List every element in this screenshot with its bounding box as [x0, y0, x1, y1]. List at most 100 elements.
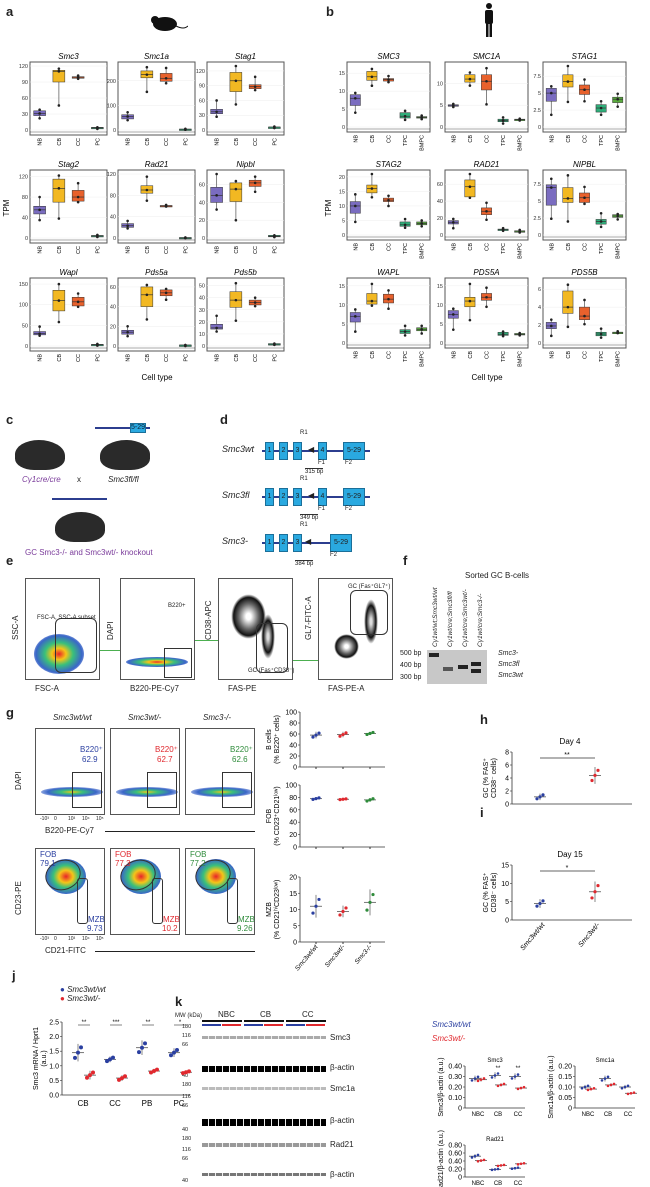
data-point	[120, 1076, 124, 1081]
y-axis-title: Rad21/β-actin (a.u.)	[438, 1130, 445, 1187]
data-point	[632, 1091, 636, 1094]
data-point	[126, 330, 129, 334]
data-point	[583, 202, 586, 206]
y-tick-label: 60	[199, 183, 205, 189]
data-point	[126, 219, 129, 223]
exon-box: 3	[293, 442, 302, 460]
data-point	[583, 314, 586, 318]
subplot-title: Nipbl	[236, 160, 254, 169]
data-point	[145, 199, 149, 202]
data-point	[152, 1069, 156, 1074]
data-point	[354, 315, 357, 318]
y-tick-label: 40	[110, 305, 116, 311]
exon-box: 2	[279, 534, 288, 552]
x-tick-label: CC	[164, 138, 170, 146]
y-tick-label: 30	[199, 113, 205, 119]
x-tick-label: TPC	[599, 135, 605, 146]
size-marker: 500 bp	[400, 650, 422, 657]
data-point	[496, 1084, 500, 1088]
y-tick-label: 0	[458, 1175, 462, 1182]
data-point	[599, 336, 603, 339]
data-point	[76, 292, 80, 295]
data-point	[403, 324, 407, 328]
x-tick-label: CC	[387, 243, 393, 251]
plot-frame	[117, 61, 196, 136]
y-tick-label: 0.15	[558, 1074, 572, 1081]
data-point	[354, 220, 357, 224]
gate-label: GC (Fas⁺GL7⁺)	[348, 584, 391, 590]
y-tick-label: 20	[289, 754, 297, 761]
y-tick-label: 20	[110, 324, 116, 330]
x-tick-label: 10³	[68, 936, 76, 942]
x-tick-label: NB	[549, 243, 555, 251]
data-point	[164, 298, 168, 302]
y-tick-label: 0.40	[448, 1064, 462, 1071]
gate-value: 9.26	[237, 924, 253, 933]
data-point	[234, 64, 238, 68]
data-point	[566, 283, 570, 286]
y-tick-label: 100	[285, 710, 297, 717]
data-point	[485, 79, 488, 83]
data-point	[253, 190, 257, 194]
data-point	[387, 289, 390, 292]
cross-x: x	[77, 475, 81, 484]
contour-blob	[261, 614, 275, 659]
y-tick-label: 60	[289, 807, 297, 814]
x-tick-label: PC	[272, 354, 278, 362]
gate-label: GC (Fas⁺CD38⁻)	[248, 668, 295, 674]
y-axis-title: GC (% FAS⁺	[483, 758, 490, 798]
data-point	[175, 1048, 179, 1053]
data-point	[468, 84, 472, 87]
y-tick-label: 5	[538, 199, 541, 205]
x-tick-label: CB	[57, 138, 63, 146]
x-tick-label: CB	[145, 354, 151, 362]
data-point	[96, 126, 99, 129]
k-legend-het: Smc3wt/-	[432, 1034, 466, 1043]
y-tick-label: 30	[199, 308, 205, 314]
panel-label-e: e	[6, 553, 14, 568]
data-point	[314, 733, 318, 737]
data-point	[234, 218, 238, 222]
subplot-title: Wapl	[59, 268, 77, 277]
data-point	[580, 1086, 584, 1090]
x-tick-label: NB	[38, 138, 44, 146]
y-tick-label: 6	[505, 763, 509, 770]
band-label: Smc3	[330, 1033, 351, 1042]
data-point	[452, 220, 455, 224]
data-point	[518, 331, 521, 335]
blot-band	[202, 1066, 326, 1072]
x-tick-label: PC	[183, 138, 189, 146]
data-point	[452, 328, 455, 331]
data-point	[184, 236, 187, 239]
data-point	[583, 322, 586, 326]
x-tick-label: CC	[583, 135, 589, 143]
y-tick-label: 10	[437, 303, 443, 309]
y-tick-label: 20	[289, 832, 297, 839]
data-point	[485, 209, 488, 213]
data-point	[452, 102, 455, 106]
y-tick-label: 120	[196, 69, 205, 75]
contour-blob	[334, 634, 359, 659]
data-point	[145, 175, 149, 178]
data-point	[105, 1059, 109, 1064]
mw-marker: 40	[182, 1127, 189, 1133]
gate-value: 62.6	[232, 755, 248, 764]
x-tick-label: CC	[253, 246, 259, 254]
x-axis-label: CD21-FITC	[45, 946, 86, 955]
data-point	[387, 297, 390, 301]
data-point	[452, 217, 455, 221]
x-tick-label: TPC	[599, 243, 605, 254]
mouse-icon	[151, 16, 188, 31]
data-point	[145, 293, 149, 297]
data-point	[420, 324, 424, 328]
y-tick-label: 0.20	[448, 1167, 462, 1174]
data-point	[510, 1167, 514, 1171]
x-tick-label: NB	[126, 246, 132, 254]
data-point	[550, 217, 553, 221]
x-tick-label: 0	[54, 816, 57, 822]
y-axis-title: TPM	[324, 199, 333, 216]
mw-marker: 66	[182, 1156, 189, 1162]
x-tick-label: CB	[145, 246, 151, 254]
y-tick-label: 90	[22, 80, 28, 86]
